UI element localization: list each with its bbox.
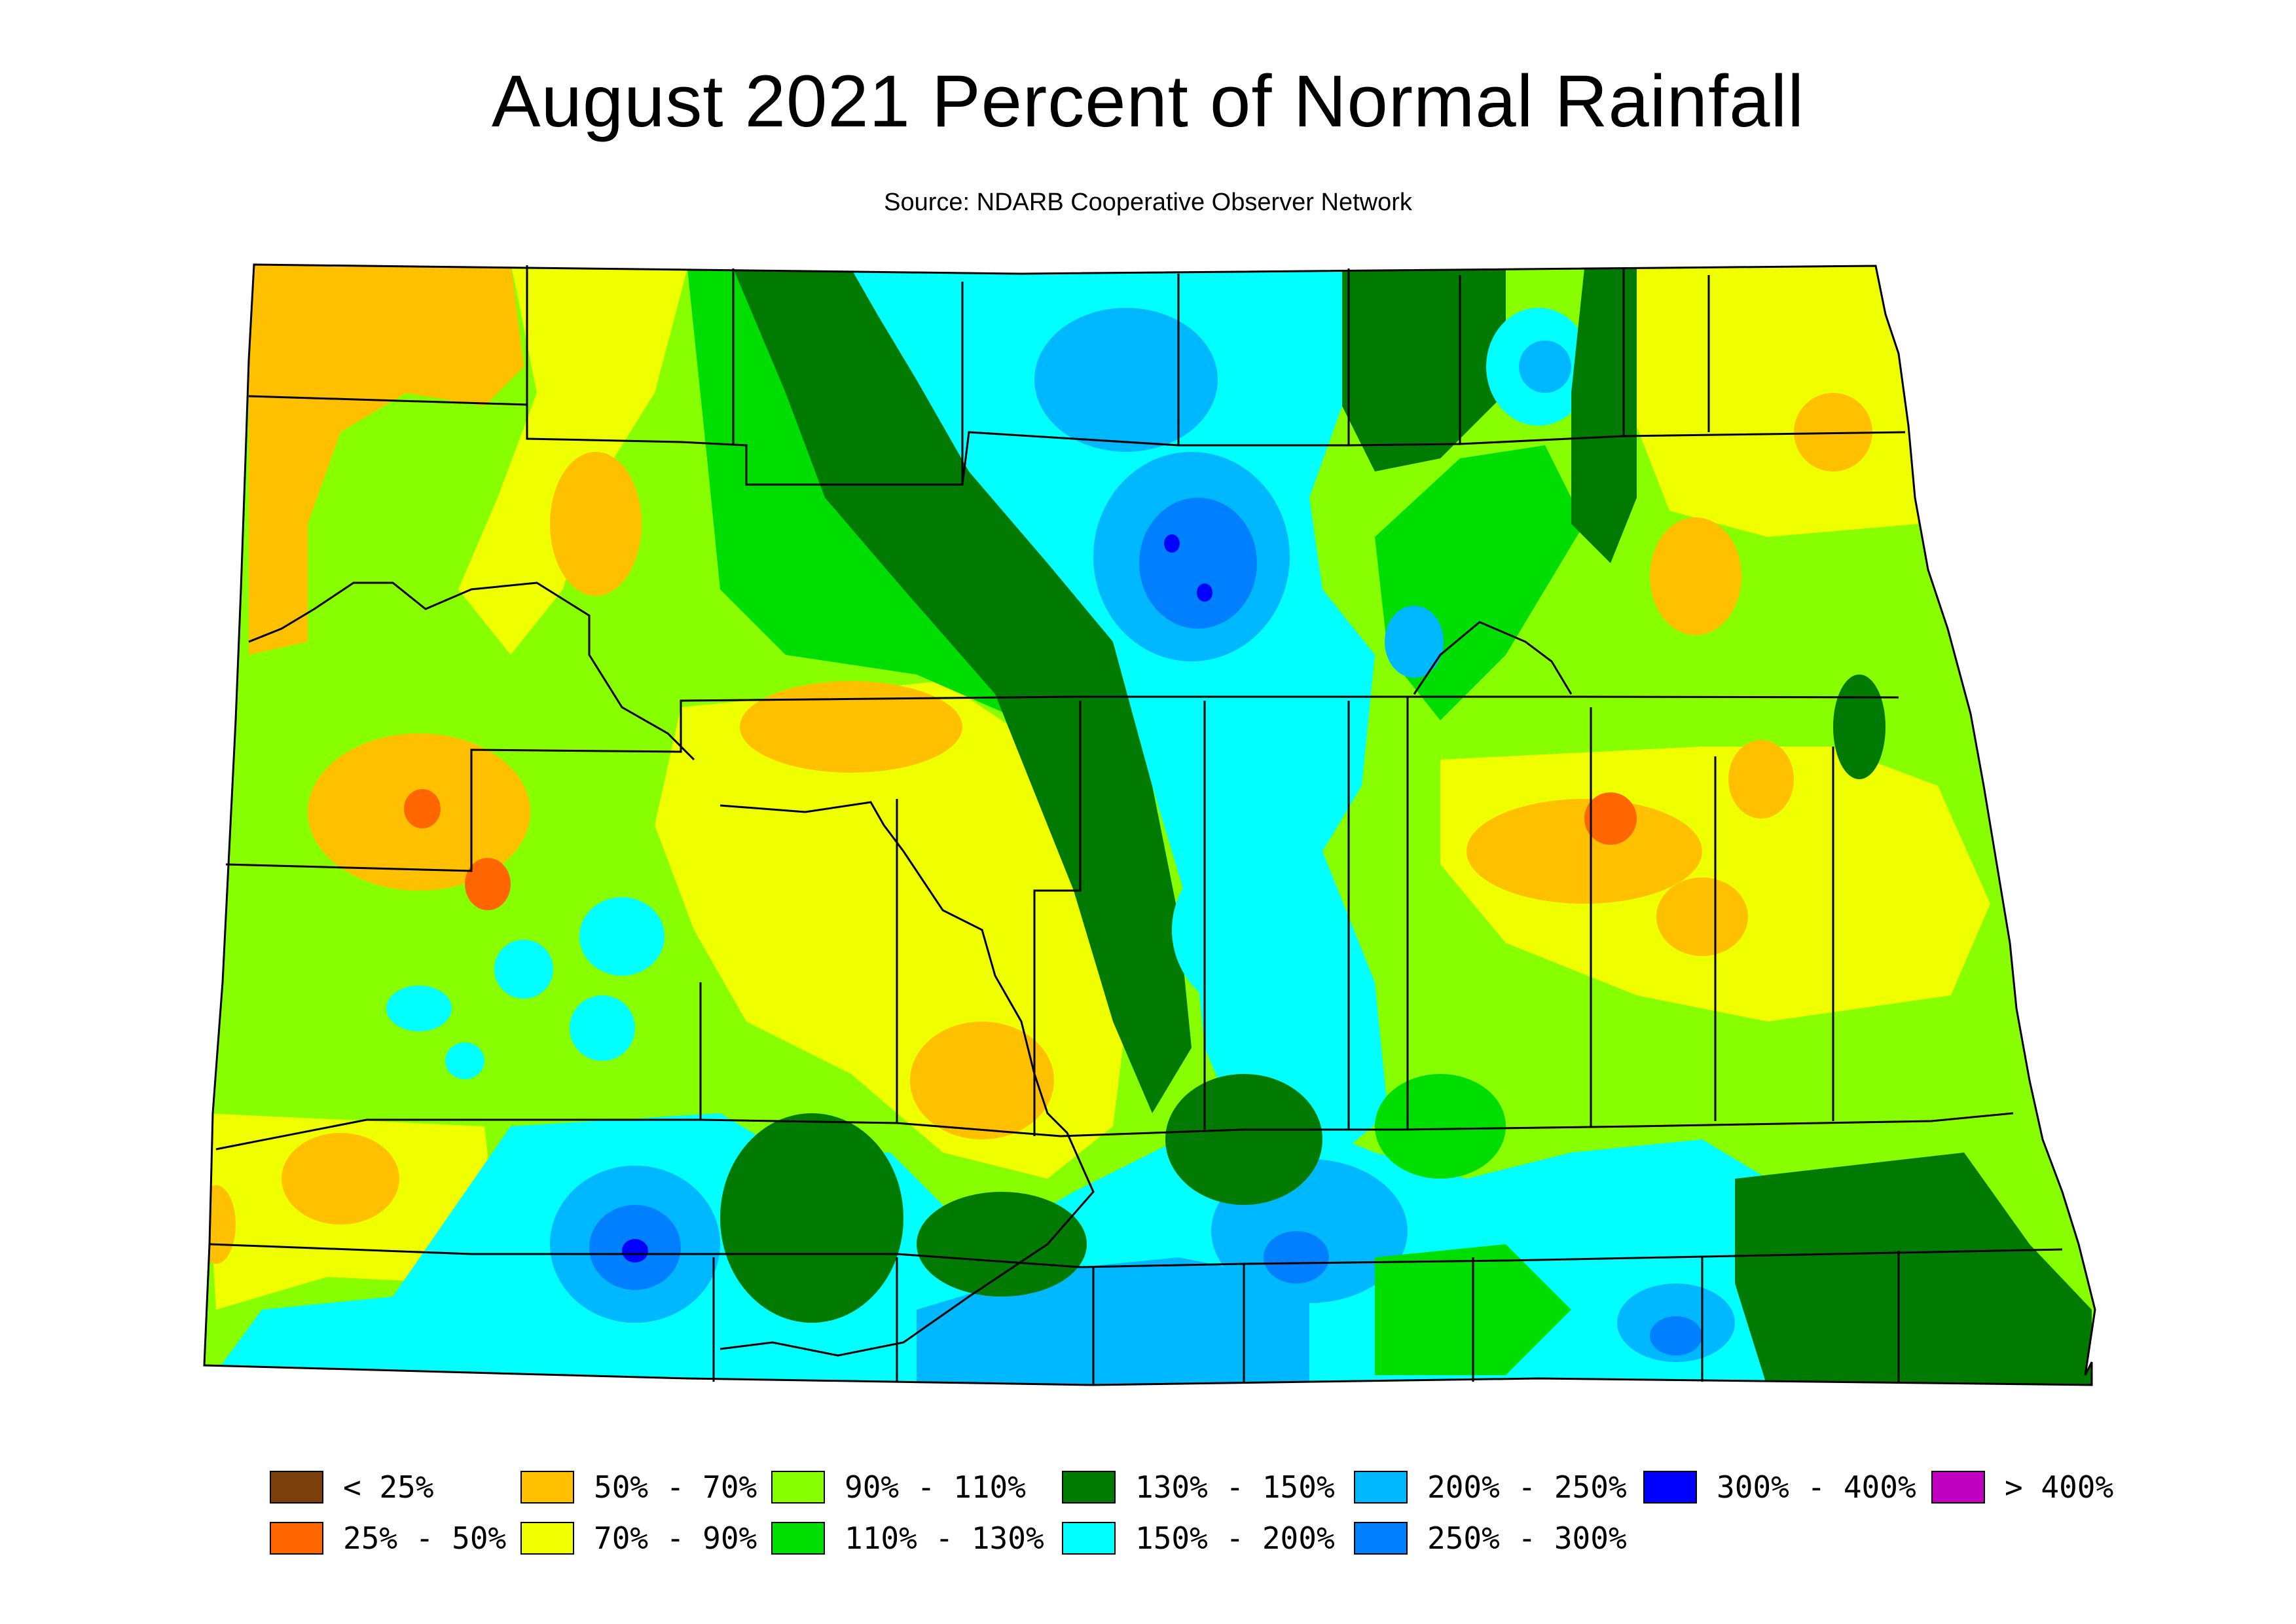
map-title: August 2021 Percent of Normal Rainfall — [491, 60, 1805, 142]
county-boundaries — [203, 263, 2096, 1386]
map-source: Source: NDARB Cooperative Observer Netwo… — [884, 189, 1412, 216]
rainfall-field — [204, 265, 2095, 1385]
